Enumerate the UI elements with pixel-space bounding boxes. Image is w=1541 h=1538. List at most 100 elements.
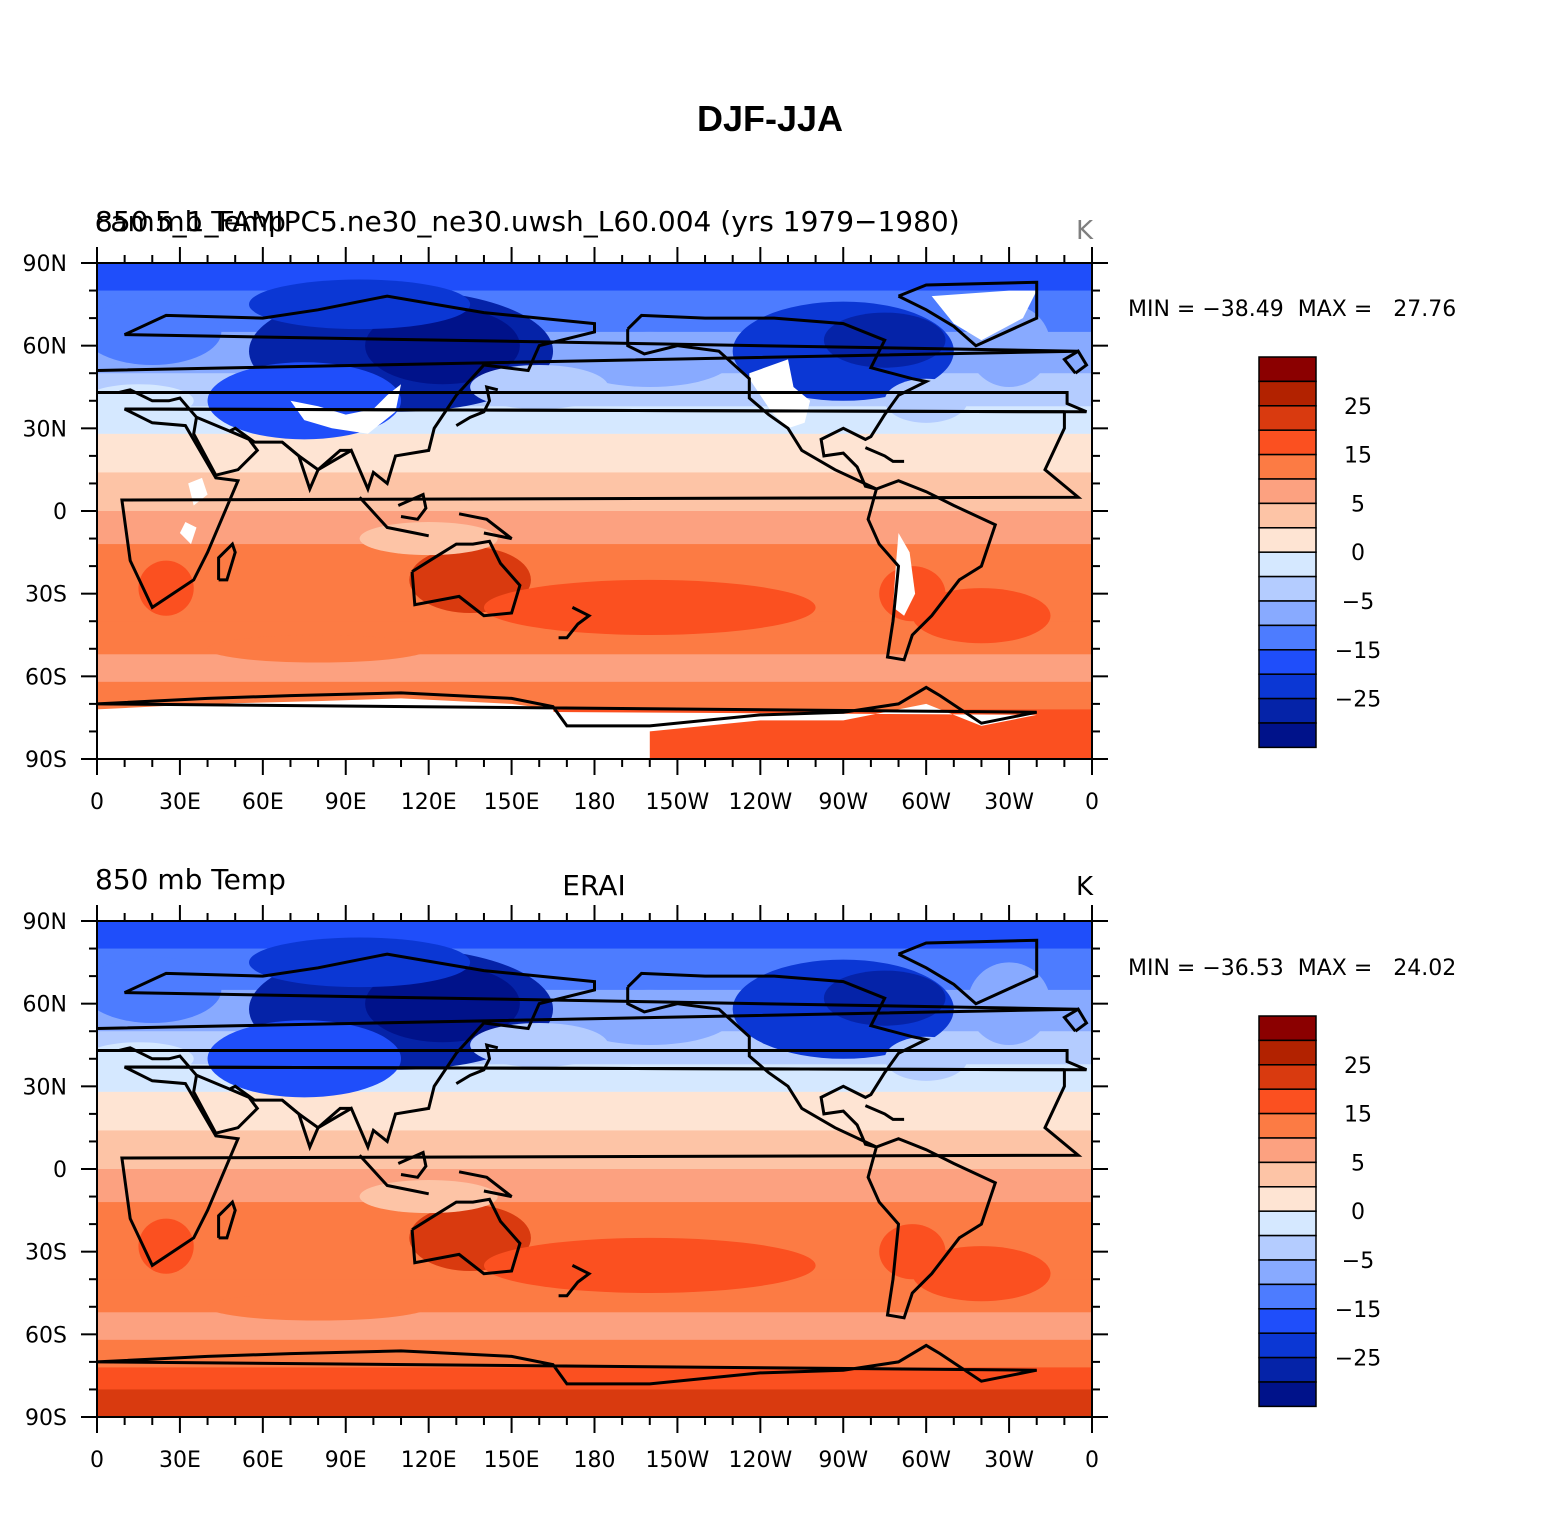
x-tick-label: 180: [574, 790, 616, 815]
contour-band: [97, 1169, 1092, 1203]
y-tick-label: 30N: [23, 1075, 67, 1100]
contour-region: [97, 384, 194, 418]
contour-band: [97, 1130, 1092, 1170]
x-tick-label: 120W: [728, 1448, 792, 1473]
left-title: 850 mb Temp: [95, 205, 286, 238]
contour-region: [97, 298, 222, 365]
left-title: 850 mb Temp: [95, 863, 286, 896]
colorbar-label: 15: [1344, 1103, 1372, 1128]
x-tick-label: 150E: [484, 1448, 540, 1473]
x-tick-label: 120E: [401, 790, 457, 815]
x-tick-label: 30W: [984, 790, 1034, 815]
coastline: [97, 952, 1088, 1152]
y-tick-label: 90S: [25, 1406, 67, 1431]
colorbar-label: −15: [1335, 1298, 1381, 1323]
map-field: [97, 263, 1092, 759]
x-tick-label: 120E: [401, 1448, 457, 1473]
colorbar-label: −25: [1335, 688, 1381, 713]
contour-band: [97, 921, 1092, 950]
x-tick-label: 180: [574, 1448, 616, 1473]
contour-region: [884, 378, 968, 423]
y-tick-label: 30S: [25, 1241, 67, 1266]
x-tick-label: 0: [90, 1448, 104, 1473]
colorbar: 25 15 5 0 −5 −15 −25: [1258, 356, 1381, 749]
y-tick-label: 90N: [23, 910, 67, 935]
contour-region: [138, 560, 194, 616]
contour-band: [97, 511, 1092, 545]
colorbar-box: [1258, 502, 1317, 529]
contour-region: [207, 1293, 429, 1321]
colorbar-box: [1258, 673, 1317, 700]
coastline: [217, 1199, 237, 1240]
colorbar-box: [1258, 1039, 1317, 1066]
units-label: K: [1076, 216, 1094, 246]
coastline: [864, 446, 905, 463]
x-tick-label: 30E: [159, 1448, 201, 1473]
missing-data-mask: [179, 522, 197, 545]
coastline: [455, 384, 499, 427]
coastline: [120, 1065, 1083, 1268]
coastline: [897, 280, 1039, 348]
x-tick-label: 90E: [325, 790, 367, 815]
colorbar-box: [1258, 527, 1317, 553]
x-tick-label: 0: [90, 790, 104, 815]
contour-band: [97, 472, 1092, 512]
coastline: [866, 1137, 998, 1320]
colorbar-box: [1258, 1381, 1317, 1408]
coastline: [97, 1343, 1037, 1386]
y-axis-labels: 90N 60N 30N 0 30S 60S 90S: [23, 910, 67, 1431]
coastline: [192, 417, 260, 477]
contour-region: [97, 1042, 194, 1076]
colorbar-label: 25: [1344, 395, 1372, 420]
contour-band: [97, 1389, 1092, 1417]
colorbar-box: [1258, 453, 1317, 480]
x-tick-label: 60W: [901, 1448, 951, 1473]
coastline: [455, 1042, 499, 1085]
colorbar-box: [1258, 1332, 1317, 1359]
contour-region: [249, 937, 471, 988]
y-tick-label: 60N: [23, 335, 67, 360]
coastline: [120, 407, 1083, 610]
coastline: [217, 541, 237, 582]
colorbar-box: [1258, 1137, 1317, 1164]
coastline: [358, 1154, 429, 1196]
coastline: [897, 938, 1039, 1006]
contour-region: [249, 279, 471, 330]
y-tick-label: 90S: [25, 748, 67, 773]
colorbar: 25 15 5 0 −5 −15 −25: [1258, 1015, 1381, 1408]
x-axis-labels: 0 30E 60E 90E 120E 150E 180 150W 120W 90W 60W 30W 0: [90, 790, 1099, 815]
x-tick-label: 90E: [325, 1448, 367, 1473]
contour-region: [884, 1036, 968, 1081]
y-axis-labels: 90N 60N 30N 0 30S 60S 90S: [23, 252, 67, 773]
overlaid-case-title: cam5_1_FAMIPC5.ne30_ne30.uwsh_L60.004 (y…: [95, 205, 960, 238]
axis-ticks: [81, 905, 1108, 1433]
coastline: [358, 496, 429, 538]
contour-band: [97, 263, 1092, 292]
min-max-stats: MIN = −36.53 MAX = 24.02: [1128, 956, 1456, 981]
coastline: [281, 440, 352, 494]
y-tick-label: 60S: [25, 665, 67, 690]
coastline: [97, 294, 1088, 494]
colorbar-box: [1258, 649, 1317, 675]
coastline: [458, 1170, 513, 1199]
x-tick-label: 150E: [484, 790, 540, 815]
colorbar-box: [1258, 1161, 1317, 1188]
colorbar-box: [1258, 380, 1317, 407]
y-tick-label: 60S: [25, 1323, 67, 1348]
x-tick-label: 90W: [818, 1448, 868, 1473]
contour-region: [138, 1218, 194, 1274]
x-tick-label: 120W: [728, 790, 792, 815]
contour-region: [470, 1022, 609, 1068]
colorbar-box: [1258, 1210, 1317, 1237]
colorbar-box: [1258, 1112, 1317, 1139]
colorbar-box: [1258, 624, 1317, 651]
colorbar-label: 0: [1351, 1200, 1365, 1225]
y-tick-label: 90N: [23, 252, 67, 277]
y-tick-label: 0: [53, 1158, 67, 1183]
colorbar-box: [1258, 600, 1317, 627]
contour-region: [359, 522, 498, 556]
colorbar-box: [1258, 1088, 1317, 1115]
contour-band: [97, 1367, 1092, 1390]
coastline: [192, 1075, 260, 1135]
